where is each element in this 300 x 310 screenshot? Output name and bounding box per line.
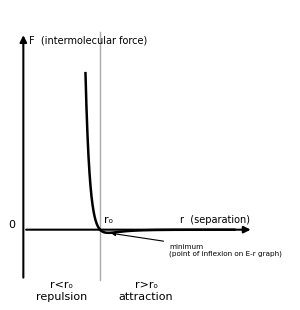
- Text: F  (intermolecular force): F (intermolecular force): [29, 35, 147, 45]
- Text: r  (separation): r (separation): [180, 215, 250, 225]
- Text: r<rₒ
repulsion: r<rₒ repulsion: [36, 281, 87, 302]
- Text: r>rₒ
attraction: r>rₒ attraction: [119, 281, 173, 302]
- Text: rₒ: rₒ: [104, 215, 113, 225]
- Text: 0: 0: [9, 220, 16, 230]
- Text: minimum
(point of inflexion on E-r graph): minimum (point of inflexion on E-r graph…: [112, 232, 282, 257]
